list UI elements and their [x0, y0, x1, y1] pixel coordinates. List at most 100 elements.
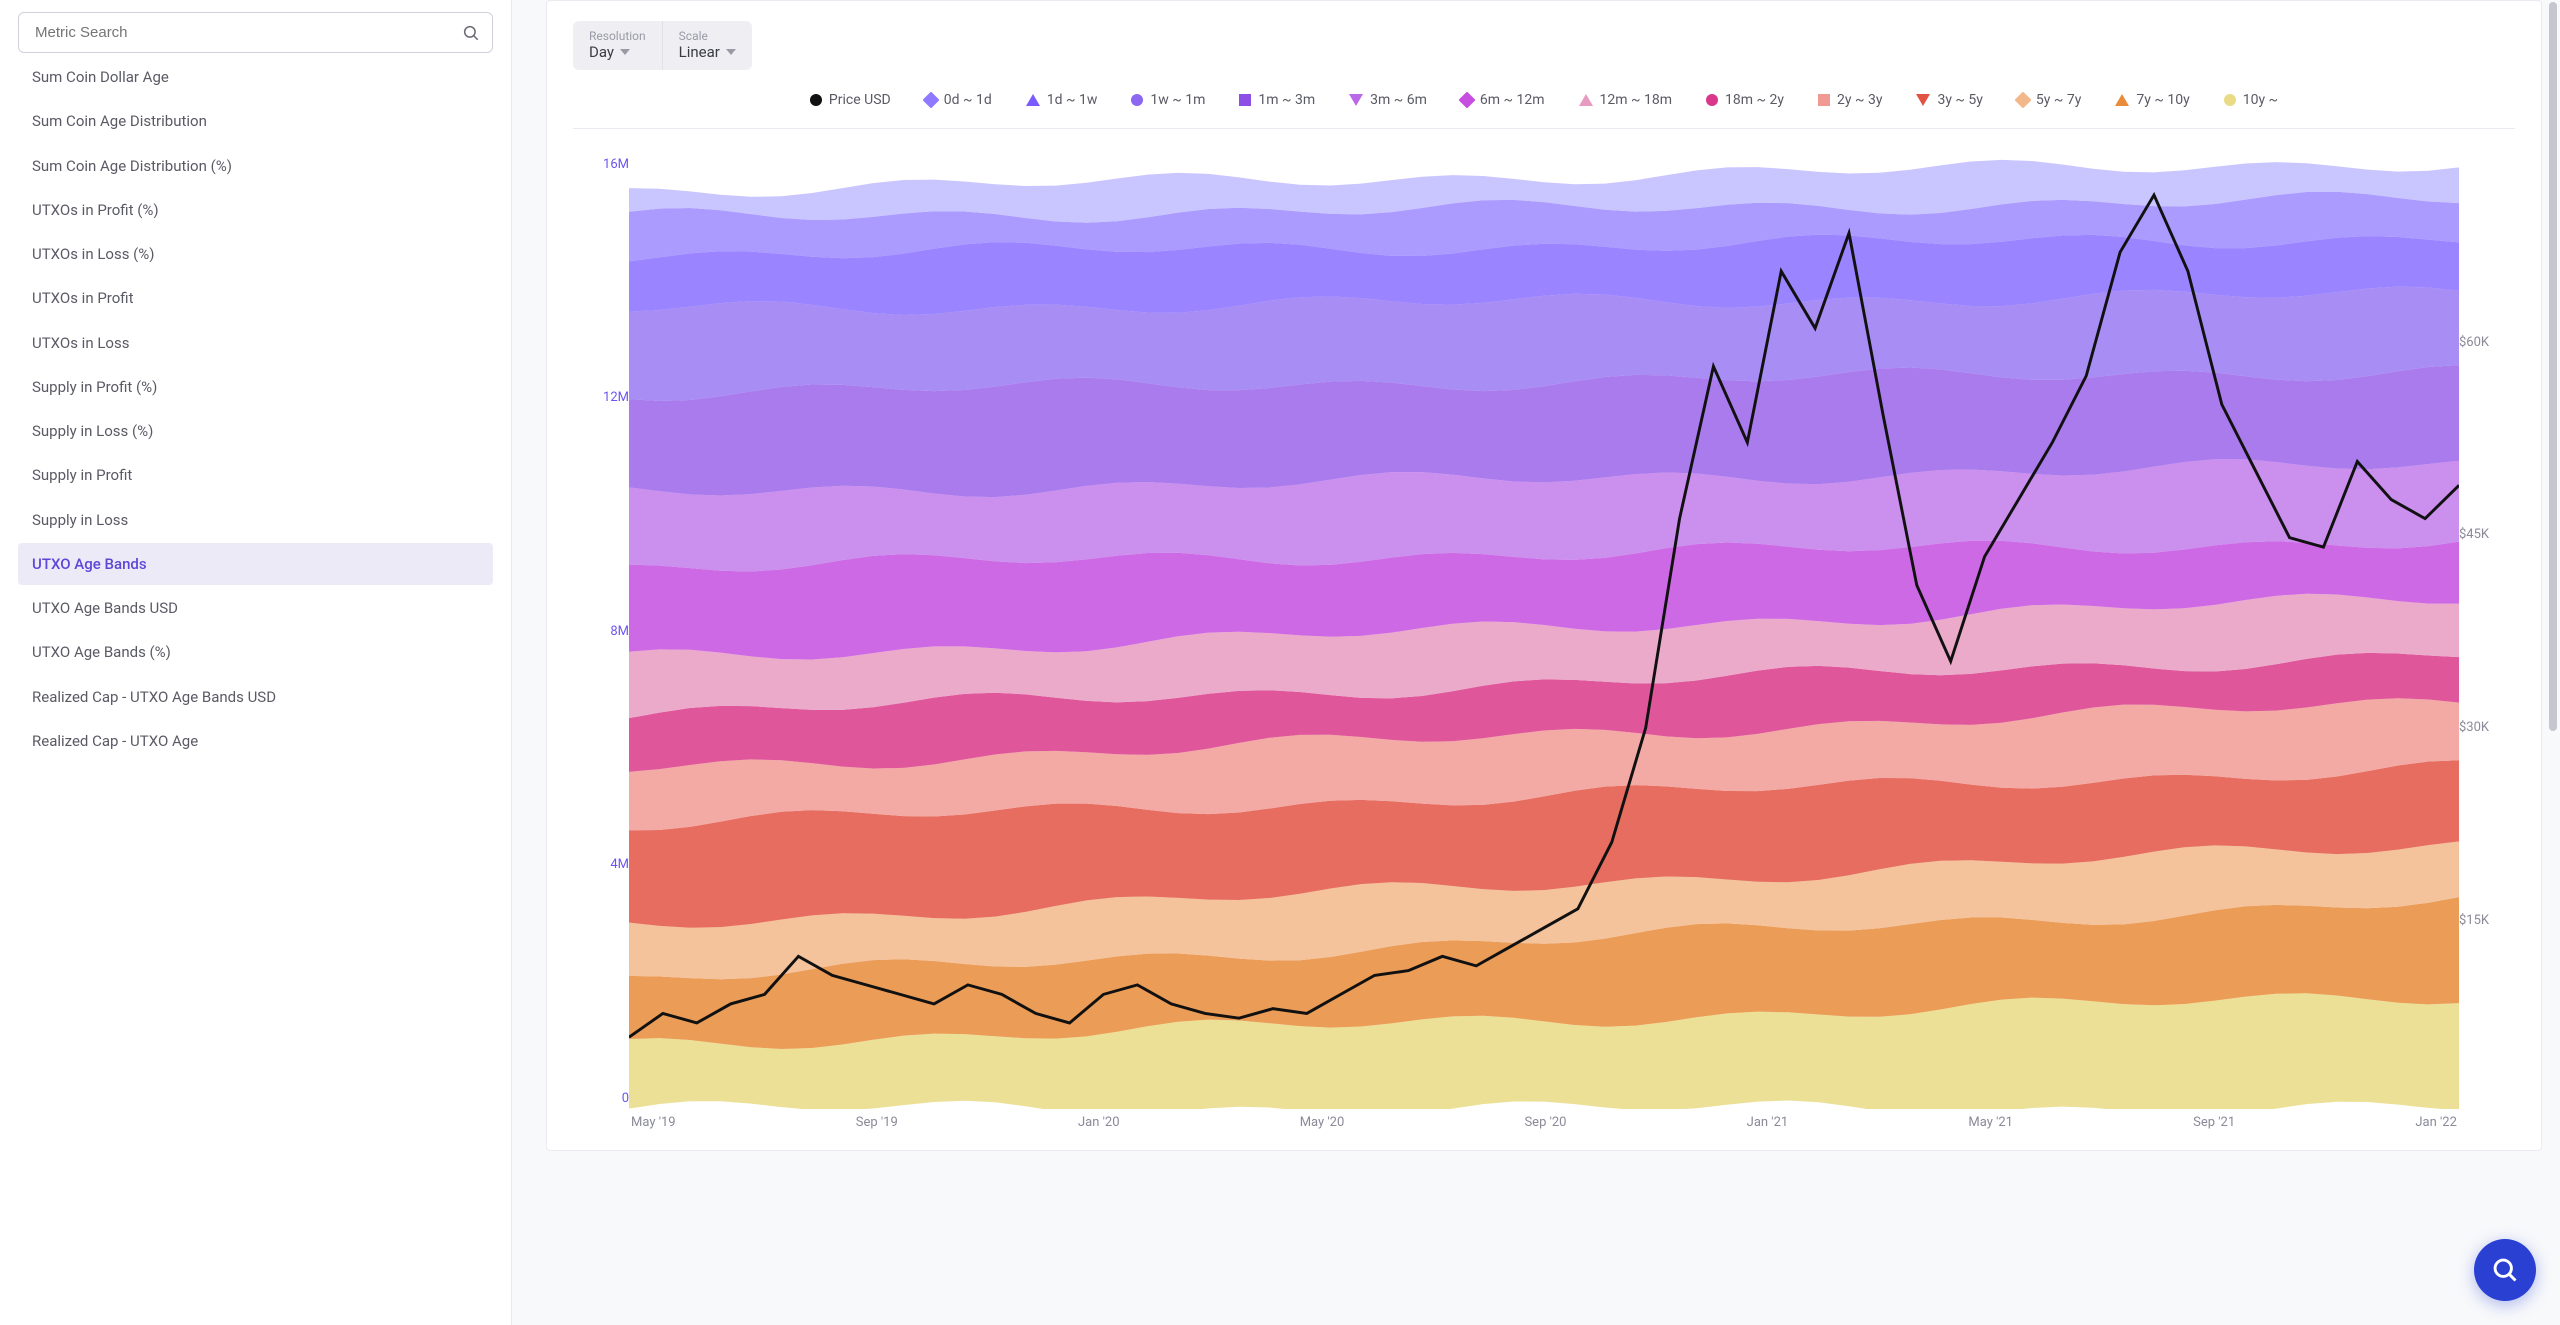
legend-item[interactable]: 6m ~ 12m — [1461, 92, 1545, 108]
legend-marker — [922, 92, 939, 109]
legend-item[interactable]: 2y ~ 3y — [1818, 92, 1882, 108]
x-tick: May '21 — [1968, 1115, 2013, 1130]
legend-marker — [1458, 92, 1475, 109]
legend-label: 1d ~ 1w — [1047, 92, 1098, 108]
sidebar-item[interactable]: Sum Coin Age Distribution — [18, 100, 493, 142]
y-axis-left: 16M 12M 8M 4M 0 — [577, 157, 629, 1106]
x-tick: Sep '21 — [2193, 1115, 2235, 1130]
legend-item[interactable]: 12m ~ 18m — [1579, 92, 1673, 108]
legend-item[interactable]: 10y ~ — [2224, 92, 2278, 108]
search-input[interactable] — [33, 23, 452, 42]
legend-item[interactable]: 1w ~ 1m — [1131, 92, 1205, 108]
sidebar-item[interactable]: Supply in Loss (%) — [18, 410, 493, 452]
legend-label: 6m ~ 12m — [1480, 92, 1545, 108]
chart-svg — [629, 157, 2459, 1109]
sidebar-item[interactable]: UTXOs in Loss — [18, 322, 493, 364]
x-tick: Jan '22 — [2415, 1115, 2457, 1130]
legend-label: 3m ~ 6m — [1370, 92, 1427, 108]
sidebar-item[interactable]: Sum Coin Age Distribution (%) — [18, 145, 493, 187]
legend-item[interactable]: 5y ~ 7y — [2017, 92, 2081, 108]
y-axis-right: $60K $45K $30K $15K — [2459, 157, 2511, 1106]
resolution-value: Day — [589, 43, 614, 61]
search-zoom-icon — [2491, 1256, 2519, 1284]
metric-list: Sum Coin Dollar AgeSum Coin Age Distribu… — [18, 67, 493, 762]
legend-label: Price USD — [829, 92, 891, 108]
sidebar-item[interactable]: UTXO Age Bands — [18, 543, 493, 585]
legend-marker — [1239, 94, 1251, 106]
resolution-dropdown[interactable]: Resolution Day — [573, 21, 663, 70]
sidebar-item[interactable]: Supply in Profit (%) — [18, 366, 493, 408]
sidebar-item[interactable]: UTXOs in Profit — [18, 277, 493, 319]
legend-marker — [2224, 94, 2236, 106]
y-left-tick: 8M — [577, 624, 629, 639]
chevron-down-icon — [726, 49, 736, 55]
scrollbar[interactable] — [2548, 0, 2558, 1325]
legend-marker — [1026, 94, 1040, 106]
legend-marker — [2115, 94, 2129, 106]
legend-item[interactable]: 7y ~ 10y — [2115, 92, 2189, 108]
legend-label: 12m ~ 18m — [1600, 92, 1673, 108]
legend-label: 18m ~ 2y — [1725, 92, 1784, 108]
x-tick: Jan '21 — [1747, 1115, 1789, 1130]
legend-label: 1m ~ 3m — [1258, 92, 1315, 108]
sidebar-item[interactable]: Supply in Profit — [18, 454, 493, 496]
x-axis: May '19Sep '19Jan '20May '20Sep '20Jan '… — [629, 1109, 2459, 1130]
resolution-label: Resolution — [589, 29, 646, 43]
legend-label: 5y ~ 7y — [2036, 92, 2081, 108]
legend-marker — [1916, 94, 1930, 106]
legend-marker — [1131, 94, 1143, 106]
scrollbar-thumb[interactable] — [2549, 2, 2557, 731]
legend-marker — [810, 94, 822, 106]
x-tick: Sep '19 — [856, 1115, 898, 1130]
main: Resolution Day Scale Linear Price USD 0d … — [512, 0, 2560, 1325]
chevron-down-icon — [620, 49, 630, 55]
sidebar-item[interactable]: UTXOs in Profit (%) — [18, 189, 493, 231]
x-tick: Jan '20 — [1078, 1115, 1120, 1130]
legend-item[interactable]: 3m ~ 6m — [1349, 92, 1427, 108]
scale-label: Scale — [679, 29, 736, 43]
chart-area[interactable]: 16M12M8M4M0 $60K$45K$30K$15K May '19Sep … — [573, 129, 2515, 1138]
legend-label: 2y ~ 3y — [1837, 92, 1882, 108]
sidebar-item[interactable]: Realized Cap - UTXO Age — [18, 720, 493, 762]
x-tick: Sep '20 — [1524, 1115, 1566, 1130]
y-right-tick: $45K — [2459, 527, 2511, 542]
sidebar-item[interactable]: Supply in Loss — [18, 499, 493, 541]
y-right-tick: $30K — [2459, 720, 2511, 735]
legend-item[interactable]: 18m ~ 2y — [1706, 92, 1784, 108]
legend-marker — [2014, 92, 2031, 109]
legend-marker — [1579, 94, 1593, 106]
sidebar-item[interactable]: UTXOs in Loss (%) — [18, 233, 493, 275]
sidebar-item[interactable]: Sum Coin Dollar Age — [18, 67, 493, 98]
scale-dropdown[interactable]: Scale Linear — [663, 21, 752, 70]
legend-marker — [1349, 94, 1363, 106]
legend-marker — [1706, 94, 1718, 106]
scale-value: Linear — [679, 43, 720, 61]
sidebar-item[interactable]: UTXO Age Bands (%) — [18, 631, 493, 673]
legend-label: 10y ~ — [2243, 92, 2278, 108]
legend-marker — [1818, 94, 1830, 106]
chart-legend: Price USD 0d ~ 1d 1d ~ 1w 1w ~ 1m 1m ~ 3m 3m … — [573, 88, 2515, 129]
legend-item[interactable]: 0d ~ 1d — [925, 92, 992, 108]
legend-label: 7y ~ 10y — [2136, 92, 2189, 108]
y-left-tick: 12M — [577, 390, 629, 405]
y-right-tick: $15K — [2459, 913, 2511, 928]
sidebar-item[interactable]: UTXO Age Bands USD — [18, 587, 493, 629]
chart-controls: Resolution Day Scale Linear — [573, 21, 2515, 70]
sidebar-item[interactable]: Realized Cap - UTXO Age Bands USD — [18, 676, 493, 718]
y-right-tick: $60K — [2459, 335, 2511, 350]
help-fab[interactable] — [2474, 1239, 2536, 1301]
legend-item[interactable]: 1d ~ 1w — [1026, 92, 1098, 108]
metric-search[interactable] — [18, 12, 493, 53]
search-icon — [462, 24, 480, 42]
legend-item[interactable]: 1m ~ 3m — [1239, 92, 1315, 108]
legend-item[interactable]: 3y ~ 5y — [1916, 92, 1982, 108]
x-tick: May '20 — [1300, 1115, 1345, 1130]
y-left-tick: 0 — [577, 1091, 629, 1106]
y-left-tick: 16M — [577, 157, 629, 172]
y-left-tick: 4M — [577, 857, 629, 872]
legend-label: 3y ~ 5y — [1937, 92, 1982, 108]
legend-label: 0d ~ 1d — [944, 92, 992, 108]
sidebar: Sum Coin Dollar AgeSum Coin Age Distribu… — [0, 0, 512, 1325]
legend-item[interactable]: Price USD — [810, 92, 891, 108]
legend-label: 1w ~ 1m — [1150, 92, 1205, 108]
